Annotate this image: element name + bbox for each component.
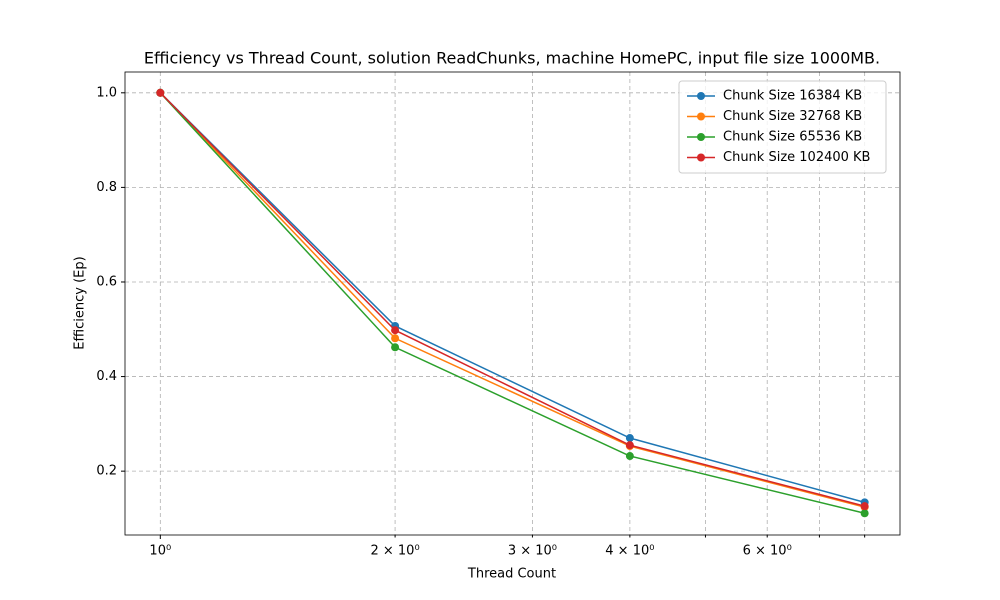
data-point (625, 452, 634, 461)
legend-label: Chunk Size 32768 KB (723, 109, 862, 124)
legend-marker (697, 153, 705, 162)
y-tick-label: 0.4 (96, 369, 117, 384)
x-axis-label: Thread Count (467, 567, 556, 582)
series-line (159, 92, 865, 504)
legend-label: Chunk Size 65536 KB (723, 130, 862, 145)
series-line (159, 92, 865, 514)
y-tick-label: 0.6 (96, 274, 117, 289)
legend-label: Chunk Size 102400 KB (723, 150, 870, 165)
data-point (391, 326, 400, 335)
y-tick-label: 0.2 (96, 464, 117, 479)
legend-marker (697, 112, 705, 121)
x-tick-label: 10⁰ (149, 544, 171, 559)
series-line (159, 92, 865, 508)
data-point (156, 88, 165, 97)
y-tick-label: 0.8 (96, 180, 117, 195)
plot-frame (124, 71, 901, 536)
legend-marker (697, 92, 705, 100)
x-tick-label: 3 × 10⁰ (508, 544, 557, 559)
x-tick-label: 4 × 10⁰ (605, 544, 654, 559)
legend-marker (697, 133, 705, 141)
x-tick-label: 6 × 10⁰ (743, 544, 792, 559)
y-tick-label: 1.0 (96, 85, 117, 100)
series-line (159, 92, 865, 507)
data-point (625, 441, 634, 450)
data-point (391, 343, 400, 352)
data-point (860, 509, 869, 518)
y-axis-label: Efficiency (Ep) (73, 256, 88, 349)
legend-label: Chunk Size 16384 KB (723, 89, 862, 104)
chart-title: Efficiency vs Thread Count, solution Rea… (144, 49, 880, 68)
data-point (860, 502, 869, 511)
data-point (625, 434, 634, 443)
x-tick-label: 2 × 10⁰ (370, 544, 419, 559)
data-point (391, 334, 400, 343)
legend-box (678, 80, 887, 174)
